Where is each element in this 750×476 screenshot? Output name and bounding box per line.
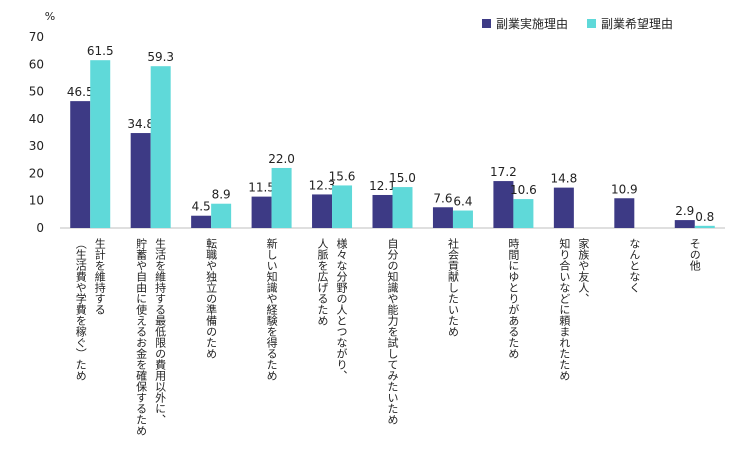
data-label-implemented: 12.1 (369, 179, 396, 193)
bar-implemented (614, 198, 635, 228)
data-label-implemented: 10.9 (611, 182, 638, 196)
data-label-desired: 15.6 (329, 169, 356, 183)
legend-label-desired: 副業希望理由 (601, 16, 673, 31)
legend-swatch-implemented (482, 19, 491, 28)
bar-desired (150, 66, 171, 229)
data-label-implemented: 4.5 (192, 200, 211, 214)
data-label-desired: 15.0 (389, 171, 416, 185)
bar-desired (392, 187, 413, 228)
category-label: 社会貢献したいため (446, 237, 459, 337)
data-label-implemented: 12.3 (309, 178, 336, 192)
data-label-desired: 22.0 (268, 152, 295, 166)
bar-desired (513, 199, 534, 228)
bar-desired (452, 210, 473, 228)
bar-implemented (191, 215, 212, 228)
data-label-desired: 59.3 (147, 50, 174, 64)
bar-implemented (432, 207, 453, 228)
bar-implemented (493, 181, 514, 228)
data-label-desired: 6.4 (453, 195, 472, 209)
bar-implemented (251, 196, 272, 228)
data-label-implemented: 17.2 (490, 165, 517, 179)
category-label: 自分の知識や能力を試してみたいため (386, 238, 399, 425)
category-label: 知り合いなどに頼まれたため (558, 237, 571, 381)
category-label: 生活を維持する最低限の費用以外に、 (154, 237, 167, 425)
data-label-desired: 8.9 (212, 188, 231, 202)
category-label: 貯蓄や自由に使えるお金を確保するため (135, 238, 148, 436)
bar-desired (211, 203, 232, 228)
bar-desired (90, 60, 111, 228)
bar-desired (332, 185, 353, 228)
category-label: 新しい知識や経験を得るため (265, 237, 278, 381)
y-tick-label: 40 (29, 112, 44, 126)
category-label: 転職や独立の準備のため (205, 238, 218, 359)
legend-swatch-desired (587, 19, 596, 28)
data-label-desired: 61.5 (87, 44, 114, 58)
data-label-desired: 0.8 (695, 210, 714, 224)
y-tick-label: 10 (29, 194, 44, 208)
category-labels: （生活費や学費を稼ぐ）ため 生計を維持する 貯蓄や自由に使えるお金を確保するため 生活… (74, 237, 701, 436)
data-label-implemented: 46.5 (67, 85, 94, 99)
y-tick-label: 70 (29, 30, 44, 44)
y-tick-label: 20 (29, 166, 44, 180)
category-label: 様々な分野の人とつながり、 (335, 237, 348, 381)
bar-implemented (553, 187, 574, 228)
y-axis-unit-label: % (45, 10, 55, 23)
category-label: 生計を維持する (93, 237, 106, 315)
category-label: なんとなく (628, 238, 641, 293)
bar-implemented (130, 133, 151, 228)
data-label-implemented: 7.6 (433, 191, 452, 205)
data-label-implemented: 2.9 (675, 204, 694, 218)
category-label: 家族や友人、 (577, 237, 590, 304)
category-label: （生活費や学費を稼ぐ）ため (74, 238, 87, 381)
data-label-desired: 10.6 (510, 183, 537, 197)
data-label-implemented: 11.5 (248, 181, 275, 195)
bar-implemented (674, 220, 695, 228)
y-tick-label: 50 (29, 85, 44, 99)
bar-implemented (70, 101, 91, 228)
category-label: 時間にゆとりがあるため (507, 238, 520, 359)
category-label: その他 (688, 238, 701, 271)
y-tick-label: 60 (29, 57, 44, 71)
bar-implemented (312, 194, 333, 228)
category-label: 人脈を広げるため (316, 238, 329, 326)
bar-desired (271, 167, 292, 228)
bar-implemented (372, 194, 393, 228)
y-tick-label: 30 (29, 139, 44, 153)
data-label-implemented: 34.8 (127, 117, 154, 131)
legend-label-implemented: 副業実施理由 (496, 16, 568, 31)
legend: 副業実施理由 副業希望理由 (482, 16, 673, 31)
data-label-implemented: 14.8 (551, 172, 578, 186)
bars: 46.5 61.5 34.8 59.3 4.58.9 11.5 22.0 12.315.6 12… (67, 44, 715, 229)
bar-desired (694, 225, 715, 228)
y-tick-label: 0 (36, 221, 44, 235)
